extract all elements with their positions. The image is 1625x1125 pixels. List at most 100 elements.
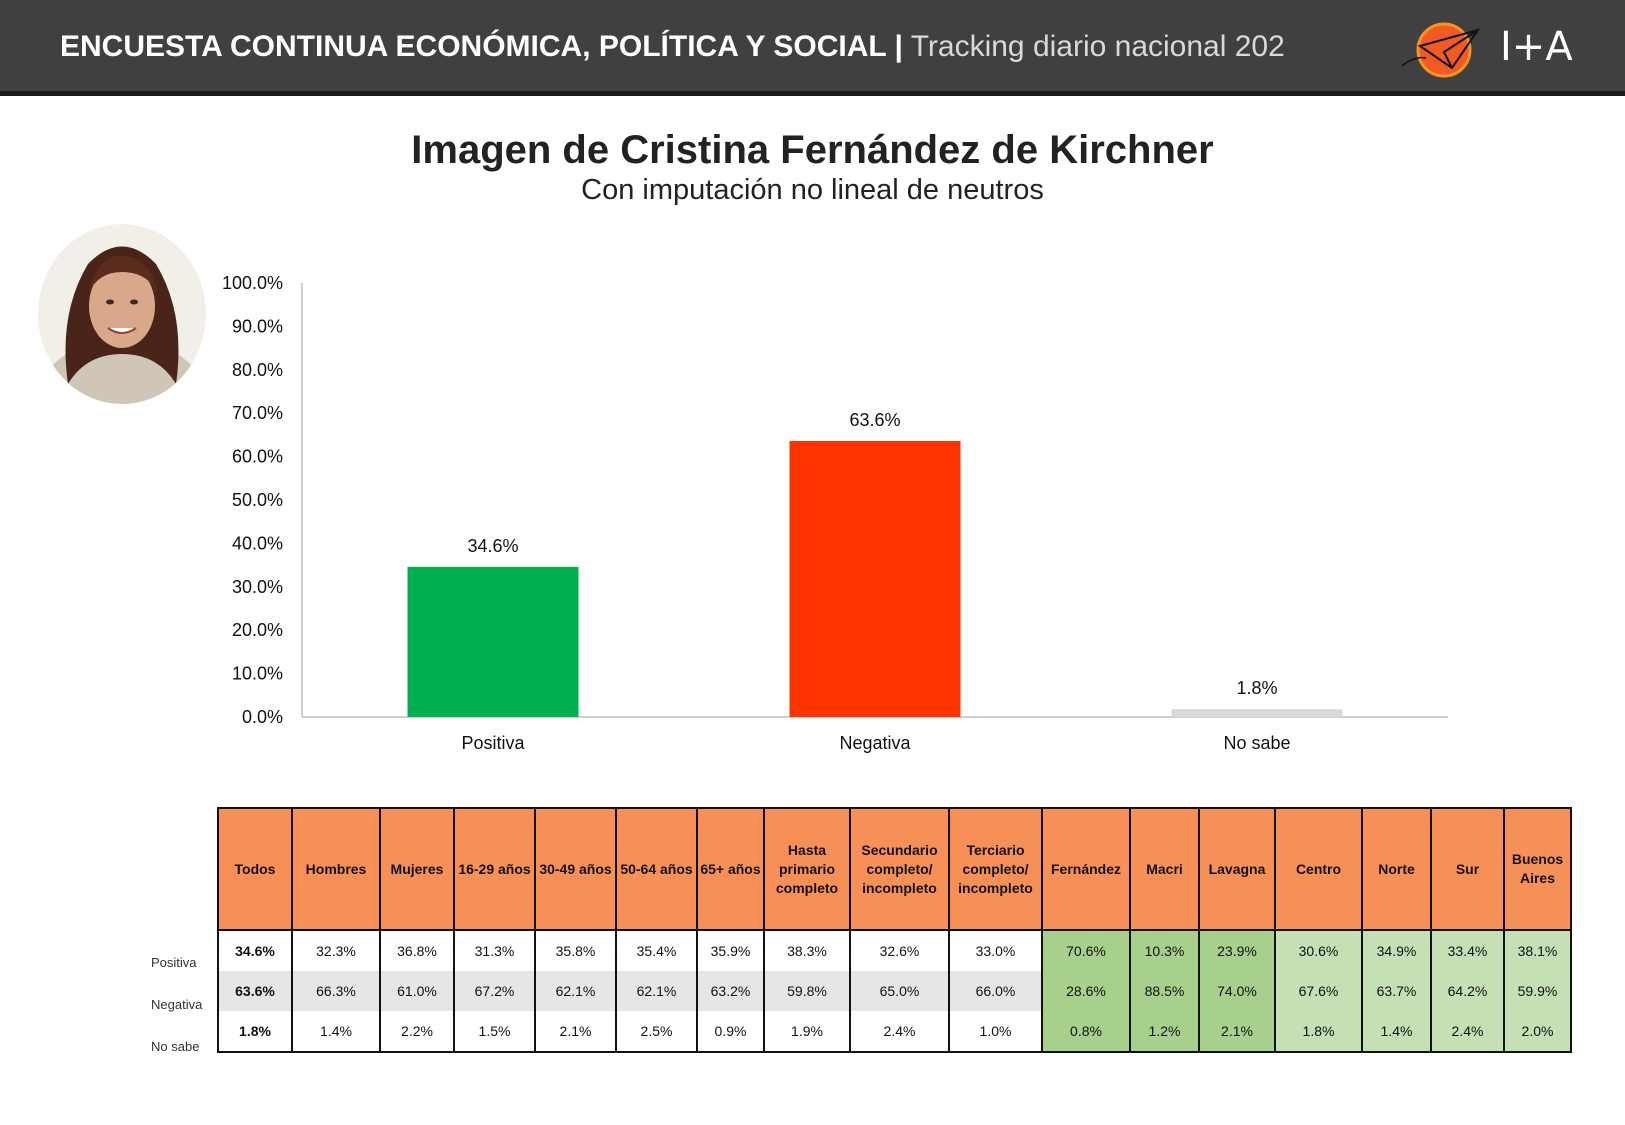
y-tick-label: 50.0%	[232, 490, 283, 510]
table-cell: 35.8%	[534, 929, 617, 971]
y-tick-label: 0.0%	[242, 707, 283, 727]
table-cell: 23.9%	[1198, 929, 1276, 971]
table-cell: 2.4%	[1430, 1011, 1505, 1053]
table-cell: 65.0%	[849, 971, 950, 1011]
table-cell: 35.4%	[615, 929, 698, 971]
bar-chart: 0.0% 10.0% 20.0% 30.0% 40.0% 50.0% 60.0% 70.0% 8…	[222, 273, 1448, 753]
y-tick-label: 60.0%	[232, 447, 283, 467]
y-tick-label: 90.0%	[232, 316, 283, 336]
table-cell: 28.6%	[1041, 971, 1131, 1011]
value-label: 34.6%	[467, 536, 518, 556]
row-label-no-sabe: No sabe	[151, 1039, 200, 1054]
row-label-positiva: Positiva	[151, 955, 197, 970]
table-body: 34.6% 32.3% 36.8% 31.3% 35.8% 35.4% 35.9% 38.3%…	[217, 929, 1572, 1053]
table-cell: 30.6%	[1274, 929, 1363, 971]
table-cell: 1.0%	[948, 1011, 1043, 1053]
table-cell: 2.2%	[379, 1011, 455, 1053]
table-cell: 31.3%	[453, 929, 536, 971]
table-header-cell: Norte	[1361, 807, 1432, 931]
table-cell: 61.0%	[379, 971, 455, 1011]
table-cell: 88.5%	[1129, 971, 1200, 1011]
header-bar: ENCUESTA CONTINUA ECONÓMICA, POLÍTICA Y …	[0, 0, 1625, 96]
table-cell: 63.2%	[696, 971, 765, 1011]
table-header-cell: 30-49 años	[534, 807, 617, 931]
table-cell: 32.3%	[291, 929, 381, 971]
y-tick-label: 100.0%	[222, 273, 283, 293]
table-header-cell: Hasta primario completo	[763, 807, 851, 931]
brand-logo: I+A	[1500, 24, 1573, 70]
table-header-cell: 65+ años	[696, 807, 765, 931]
paper-plane-logo-icon	[1401, 22, 1481, 78]
table-header-cell: 50-64 años	[615, 807, 698, 931]
bar-negativa	[789, 440, 961, 717]
x-tick-label: Negativa	[839, 733, 911, 753]
table-header-cell: Buenos Aires	[1503, 807, 1572, 931]
y-tick-label: 10.0%	[232, 664, 283, 684]
table-cell: 63.7%	[1361, 971, 1432, 1011]
table-cell: 2.4%	[849, 1011, 950, 1053]
row-label-negativa: Negativa	[151, 997, 203, 1012]
chart-subtitle: Con imputación no lineal de neutros	[581, 174, 1044, 206]
table-cell: 1.2%	[1129, 1011, 1200, 1053]
table-header-cell: Lavagna	[1198, 807, 1276, 931]
table-cell: 0.9%	[696, 1011, 765, 1053]
header-title: ENCUESTA CONTINUA ECONÓMICA, POLÍTICA Y …	[60, 30, 1285, 64]
y-tick-label: 30.0%	[232, 577, 283, 597]
value-label: 1.8%	[1236, 678, 1277, 698]
table-cell: 2.1%	[1198, 1011, 1276, 1053]
table-header-cell: Hombres	[291, 807, 381, 931]
bars	[407, 440, 1343, 717]
table-cell: 67.2%	[453, 971, 536, 1011]
table-cell: 59.8%	[763, 971, 851, 1011]
table-cell: 2.5%	[615, 1011, 698, 1053]
value-labels: 34.6% 63.6% 1.8%	[467, 410, 1277, 698]
y-tick-label: 80.0%	[232, 360, 283, 380]
table-row: 1.8% 1.4% 2.2% 1.5% 2.1% 2.5% 0.9% 1.9% 2.4% 1.0%…	[217, 1011, 1572, 1053]
header-title-bold: ENCUESTA CONTINUA ECONÓMICA, POLÍTICA Y …	[60, 30, 903, 63]
table-cell: 10.3%	[1129, 929, 1200, 971]
value-label: 63.6%	[849, 410, 900, 430]
table-cell: 1.5%	[453, 1011, 536, 1053]
table-header-cell: Mujeres	[379, 807, 455, 931]
table-header-cell: Fernández	[1041, 807, 1131, 931]
table-cell: 38.3%	[763, 929, 851, 971]
chart-title: Imagen de Cristina Fernández de Kirchner	[411, 128, 1214, 172]
x-axis-labels: Positiva Negativa No sabe	[461, 733, 1290, 753]
table-cell: 34.6%	[217, 929, 293, 971]
table-cell: 1.9%	[763, 1011, 851, 1053]
table-row: 63.6% 66.3% 61.0% 67.2% 62.1% 62.1% 63.2% 59.8%…	[217, 971, 1572, 1011]
table-cell: 63.6%	[217, 971, 293, 1011]
table-header-cell: Todos	[217, 807, 293, 931]
table-cell: 67.6%	[1274, 971, 1363, 1011]
table-cell: 70.6%	[1041, 929, 1131, 971]
table-cell: 38.1%	[1503, 929, 1572, 971]
x-tick-label: Positiva	[461, 733, 525, 753]
table-header-row: Todos Hombres Mujeres 16-29 años 30-49 años 5…	[217, 807, 1572, 931]
table-header-cell: Macri	[1129, 807, 1200, 931]
table-cell: 1.4%	[291, 1011, 381, 1053]
table-cell: 33.4%	[1430, 929, 1505, 971]
bar-no-sabe	[1171, 709, 1343, 717]
y-tick-label: 70.0%	[232, 403, 283, 423]
table-cell: 2.1%	[534, 1011, 617, 1053]
table-header-cell: 16-29 años	[453, 807, 536, 931]
bar-positiva	[407, 566, 579, 717]
table-cell: 74.0%	[1198, 971, 1276, 1011]
y-tick-label: 40.0%	[232, 533, 283, 553]
table-cell: 1.8%	[1274, 1011, 1363, 1053]
table-cell: 35.9%	[696, 929, 765, 971]
header-title-light: Tracking diario nacional 202	[910, 30, 1285, 63]
table-cell: 32.6%	[849, 929, 950, 971]
table-header-cell: Centro	[1274, 807, 1363, 931]
table-cell: 1.8%	[217, 1011, 293, 1053]
portrait-photo	[38, 224, 206, 404]
table-cell: 64.2%	[1430, 971, 1505, 1011]
crosstab-table: Todos Hombres Mujeres 16-29 años 30-49 años 5…	[217, 807, 1572, 1053]
table-cell: 36.8%	[379, 929, 455, 971]
table-cell: 62.1%	[534, 971, 617, 1011]
table-cell: 59.9%	[1503, 971, 1572, 1011]
table-cell: 0.8%	[1041, 1011, 1131, 1053]
table-cell: 62.1%	[615, 971, 698, 1011]
table-cell: 2.0%	[1503, 1011, 1572, 1053]
table-row: 34.6% 32.3% 36.8% 31.3% 35.8% 35.4% 35.9% 38.3%…	[217, 929, 1572, 971]
